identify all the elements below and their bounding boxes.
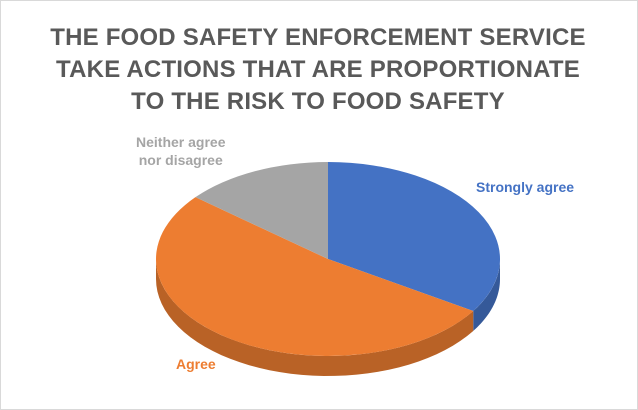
chart-title: THE FOOD SAFETY ENFORCEMENT SERVICE TAKE… [40,22,596,118]
data-label-neither-line-2: nor disagree [138,152,223,168]
pie-slices [156,162,501,356]
data-label-neither-line-1: Neither agree [136,134,226,150]
pie-side-walls [156,259,500,376]
data-label-strongly-agree-line-1: Strongly agree [476,179,575,195]
pie-slice-strongly-agree [328,162,501,311]
data-label-neither-agree-nor-disagree: Neither agree nor disagree [136,133,225,169]
chart-title-line-1: THE FOOD SAFETY ENFORCEMENT SERVICE [50,24,586,51]
chart-title-line-3: TO THE RISK TO FOOD SAFETY [131,88,505,115]
data-label-agree-line-1: Agree [176,356,216,372]
data-label-strongly-agree: Strongly agree [476,178,574,196]
pie-slice-neither-agree-nor-disagree [195,162,328,259]
pie-slice-agree [156,197,474,356]
pie-side-agree [156,259,474,376]
data-label-agree: Agree [176,355,216,373]
pie-side-strongly-agree [473,259,500,331]
chart-title-line-2: TAKE ACTIONS THAT ARE PROPORTIONATE [56,56,580,83]
